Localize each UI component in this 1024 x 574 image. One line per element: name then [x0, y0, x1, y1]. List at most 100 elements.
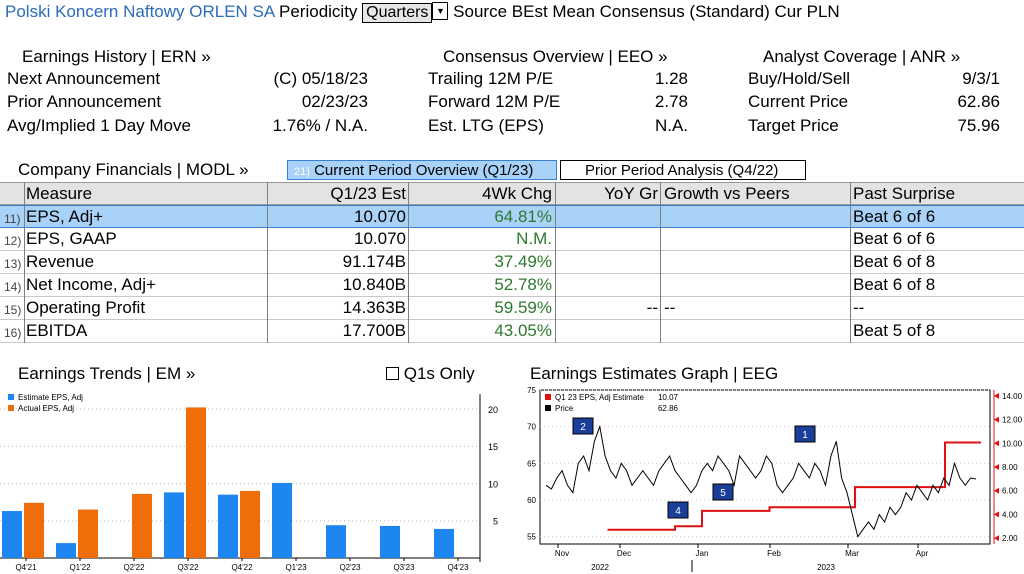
table-row[interactable]: 14) Net Income, Adj+ 10.840B 52.78% Beat 6 o…: [0, 274, 1024, 297]
measure-cell[interactable]: EPS, GAAP: [26, 229, 117, 248]
co-label: Est. LTG (EPS): [428, 116, 544, 135]
y-tick-label: 5: [493, 517, 498, 527]
estimate-bar: [2, 511, 22, 558]
y-tick-label: 15: [488, 442, 498, 452]
right-tick-marker: [994, 464, 999, 470]
row-number: 14): [4, 280, 22, 294]
y-tick-label: 10: [488, 479, 498, 489]
tab-current-period[interactable]: 21) Current Period Overview (Q1/23): [287, 160, 557, 180]
estimate-bar: [56, 543, 76, 558]
change-cell: 64.81%: [494, 207, 552, 226]
right-tick-marker: [994, 440, 999, 447]
event-marker: [712, 483, 734, 501]
co-label: Trailing 12M P/E: [428, 69, 554, 88]
legend-swatch-price: [545, 405, 551, 411]
source-value[interactable]: BEst Mean Consensus (Standard): [511, 2, 770, 21]
right-tick-label: 2.00: [1002, 534, 1018, 543]
legend-swatch-estimate: [8, 394, 14, 400]
x-tick-label: Q1'23: [285, 563, 307, 572]
year-label: 2022: [591, 563, 609, 572]
company-financials-title[interactable]: Company Financials | MODL »: [18, 160, 249, 179]
measure-cell[interactable]: Net Income, Adj+: [26, 275, 156, 294]
surprise-cell: Beat 6 of 8: [853, 252, 936, 271]
ac-label: Buy/Hold/Sell: [748, 69, 851, 88]
surprise-cell: Beat 6 of 6: [853, 229, 936, 248]
earnings-history-title[interactable]: Earnings History | ERN »: [22, 47, 211, 66]
table-header-row: Measure Q1/23 Est 4Wk Chg YoY Gr Growth …: [0, 182, 1024, 205]
co-value: N.A.: [654, 116, 688, 135]
col-header-yoy[interactable]: YoY Gr: [604, 184, 658, 203]
table-row[interactable]: 11) EPS, Adj+ 10.070 64.81% Beat 6 of 6: [0, 205, 1024, 228]
estimate-cell: 10.070: [354, 207, 406, 226]
price-line: [545, 424, 977, 538]
row-number: 13): [4, 257, 22, 271]
earnings-trends-chart: 5 10 15 20 Q4'21 Q1'22 Q2'22 Q3'22 Q4'22 Q1'23 Q2'…: [0, 393, 498, 572]
growth-peers-cell: --: [664, 298, 676, 317]
col-header-growth-peers[interactable]: Growth vs Peers: [664, 184, 790, 203]
surprise-cell: --: [853, 298, 865, 317]
change-cell: 59.59%: [494, 298, 552, 317]
company-name[interactable]: Polski Koncern Naftowy ORLEN SA: [5, 2, 275, 21]
eh-label: Prior Announcement: [7, 92, 162, 111]
table-row[interactable]: 16) EBITDA 17.700B 43.05% Beat 5 of 8: [0, 320, 1024, 343]
dropdown-arrow-icon[interactable]: ▼: [432, 2, 449, 20]
tab-prior-period[interactable]: Prior Period Analysis (Q4/22): [560, 160, 806, 180]
year-label: 2023: [817, 563, 835, 572]
eh-label: Next Announcement: [7, 69, 161, 88]
measure-cell[interactable]: Operating Profit: [26, 298, 146, 317]
left-tick-label: 60: [527, 496, 536, 505]
left-tick-label: 75: [527, 386, 536, 395]
table-row[interactable]: 15) Operating Profit 14.363B 59.59% -- -- --: [0, 297, 1024, 320]
measure-cell[interactable]: Revenue: [26, 252, 95, 271]
surprise-cell: Beat 6 of 8: [853, 275, 936, 294]
eh-value: 02/23/23: [301, 92, 368, 111]
currency-value[interactable]: PLN: [806, 2, 840, 21]
measure-cell[interactable]: EPS, Adj+: [26, 207, 104, 226]
yoy-cell: --: [646, 298, 658, 317]
periodicity-select[interactable]: Quarters: [362, 3, 433, 23]
left-tick-label: 70: [527, 423, 536, 432]
right-tick-label: 12.00: [1002, 416, 1023, 425]
tab-number: 21): [294, 166, 310, 178]
earnings-estimates-title[interactable]: Earnings Estimates Graph | EEG: [530, 364, 779, 383]
col-header-past-surprise[interactable]: Past Surprise: [853, 184, 956, 203]
co-value: 1.28: [654, 69, 688, 88]
table-row[interactable]: 12) EPS, GAAP 10.070 N.M. Beat 6 of 6: [0, 228, 1024, 251]
table-row[interactable]: 13) Revenue 91.174B 37.49% Beat 6 of 8: [0, 251, 1024, 274]
eh-value: (C) 05/18/23: [273, 69, 369, 88]
col-header-measure[interactable]: Measure: [26, 184, 93, 203]
ac-value: 75.96: [957, 116, 1000, 135]
q1s-only-label: Q1s Only: [403, 364, 475, 383]
event-marker: [572, 417, 594, 435]
earnings-trends-title[interactable]: Earnings Trends | EM »: [18, 364, 196, 383]
col-header-4wk-chg[interactable]: 4Wk Chg: [482, 184, 552, 203]
right-tick-marker: [994, 487, 999, 494]
yoy-cell: [556, 274, 658, 297]
q1s-only-toggle[interactable]: Q1s Only: [386, 364, 475, 384]
actual-bar: [132, 493, 152, 558]
month-label: Mar: [845, 549, 859, 558]
left-tick-label: 55: [527, 533, 536, 542]
month-label: Dec: [617, 549, 631, 558]
month-label: Feb: [767, 549, 781, 558]
x-tick-label: Q1'22: [69, 563, 91, 572]
right-tick-label: 10.00: [1002, 439, 1023, 448]
legend-value: 62.86: [658, 404, 679, 413]
change-cell: 52.78%: [494, 275, 552, 294]
tab-label: Current Period Overview (Q1/23): [314, 162, 534, 179]
consensus-overview-title[interactable]: Consensus Overview | EEO »: [443, 47, 668, 66]
estimate-bar: [272, 482, 292, 558]
legend-label: Estimate EPS, Adj: [18, 393, 83, 402]
ac-value: 9/3/1: [962, 69, 1000, 88]
col-header-estimate[interactable]: Q1/23 Est: [330, 184, 406, 203]
event-marker: [794, 425, 816, 443]
measure-cell[interactable]: EBITDA: [26, 321, 88, 340]
column-divider: [24, 182, 25, 343]
x-tick-label: Q2'22: [123, 563, 145, 572]
legend-swatch-actual: [8, 405, 14, 411]
event-marker-label: 4: [675, 506, 681, 517]
checkbox-icon[interactable]: [386, 367, 399, 380]
analyst-coverage-title[interactable]: Analyst Coverage | ANR »: [763, 47, 961, 66]
earnings-estimates-chart: 55 60 65 70 75 2.00 4.00 6.00 8.00 10.00 12.00 14.0…: [527, 386, 1023, 572]
column-divider: [660, 182, 661, 343]
